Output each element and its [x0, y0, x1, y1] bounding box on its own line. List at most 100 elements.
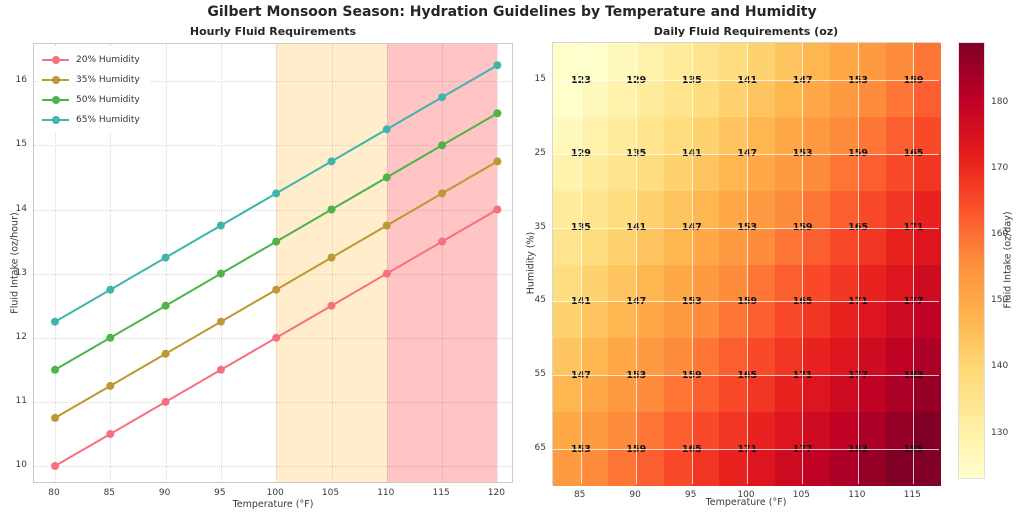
heatmap-subcell	[774, 80, 803, 118]
heatmap-subcell	[608, 449, 637, 487]
heatmap-subcell	[553, 116, 581, 154]
heatmap-cell: 153	[719, 190, 776, 265]
y-tick-label: 55	[534, 369, 546, 380]
gridline	[553, 301, 939, 303]
heatmap-subcell	[553, 301, 581, 339]
gridline	[553, 153, 939, 155]
data-point	[327, 301, 336, 310]
heatmap-subcell	[663, 153, 692, 192]
gridline	[691, 43, 693, 484]
heatmap-subcell	[719, 116, 748, 154]
heatmap-subcell	[774, 264, 803, 302]
heatmap-subcell	[719, 301, 748, 339]
heatmap-subcell	[608, 43, 637, 81]
data-point	[382, 221, 391, 230]
heatmap-subcell	[747, 227, 776, 265]
heatmap-cell: 147	[719, 116, 776, 192]
heatmap-subcell	[774, 375, 803, 413]
heatmap-subcell	[553, 43, 581, 81]
heatmap-subcell	[663, 116, 692, 154]
heatmap-subcell	[885, 190, 914, 228]
heatmap-subcell	[553, 190, 581, 228]
heatmap-subcell	[913, 80, 942, 118]
heatmap-subcell	[691, 43, 720, 81]
heatmap-subcell	[719, 153, 748, 192]
heatmap-subcell	[913, 227, 942, 265]
heatmap-subcell	[830, 375, 859, 413]
heatmap-subcell	[691, 264, 720, 302]
heatmap-ylabel: Humidity (%)	[525, 231, 537, 295]
data-point	[327, 205, 336, 214]
heatmap-subcell	[858, 190, 886, 228]
heatmap-subcell	[691, 116, 720, 154]
heatmap-subcell	[747, 190, 776, 228]
colorbar-label: Fluid Intake (oz/day)	[1002, 211, 1014, 309]
heatmap-subcell	[719, 375, 748, 413]
x-tick-label: 100	[737, 490, 755, 500]
heatmap-subcell	[663, 449, 692, 487]
heatmap-subcell	[913, 449, 942, 487]
data-point	[51, 413, 59, 422]
colorbar-tick-label: 130	[991, 427, 1009, 438]
x-tick-label: 95	[214, 488, 226, 498]
data-point	[493, 157, 502, 166]
heatmap-subcell	[858, 412, 886, 450]
gridline	[34, 145, 512, 147]
heatmap-subcell	[691, 412, 720, 450]
heatmap-cell: 135	[553, 190, 609, 265]
heatmap-subcell	[913, 375, 942, 413]
heatmap-subcell	[858, 80, 886, 118]
heatmap-subcell	[885, 375, 914, 413]
legend-marker-icon	[42, 96, 69, 105]
heatmap-cell: 153	[774, 116, 831, 192]
heatmap-subcell	[858, 116, 886, 154]
heatmap-subcell	[691, 449, 720, 487]
x-tick-label: 90	[158, 488, 171, 498]
heatmap-subcell	[719, 338, 748, 376]
gridline	[110, 44, 112, 482]
heatmap-subcell	[774, 412, 803, 450]
data-point	[51, 462, 59, 470]
heatmap-subcell	[608, 412, 637, 450]
heatmap-axes: 1231291351411471531591291351411471531591…	[552, 42, 942, 487]
heatmap-subcell	[636, 264, 665, 302]
heatmap-subcell	[802, 190, 831, 228]
heatmap-subcell	[747, 412, 776, 450]
legend-label: 35% Humidity	[76, 75, 140, 85]
heatmap-subcell	[608, 375, 637, 413]
heatmap-subcell	[580, 227, 609, 265]
heatmap-subcell	[747, 301, 776, 339]
heatmap-subcell	[774, 43, 803, 81]
caution-zone-band	[276, 44, 387, 482]
gridline	[55, 44, 56, 482]
heatmap-subcell	[830, 449, 859, 487]
heatmap-cell: 171	[830, 264, 886, 339]
y-tick-label: 16	[15, 75, 27, 86]
heatmap-subcell	[858, 43, 886, 81]
gridline	[34, 209, 512, 211]
line-chart-xlabel: Temperature (°F)	[232, 499, 314, 510]
heatmap-subcell	[691, 153, 720, 192]
x-tick-label: 110	[848, 490, 866, 500]
legend-label: 50% Humidity	[76, 95, 140, 105]
heatmap-subcell	[747, 375, 776, 413]
heatmap-subcell	[580, 264, 609, 302]
heatmap-subcell	[663, 412, 692, 450]
gridline	[34, 273, 512, 275]
heatmap-subcell	[636, 80, 665, 118]
heatmap-subcell	[636, 43, 665, 81]
gridline	[553, 79, 939, 81]
legend-dot-swatch	[52, 96, 60, 104]
heatmap-subcell	[858, 449, 886, 487]
x-tick-label: 95	[684, 490, 697, 500]
legend-marker-icon	[42, 76, 69, 85]
heatmap-subcell	[553, 449, 581, 487]
heatmap-subcell	[802, 301, 831, 339]
heatmap-subcell	[858, 338, 886, 376]
heatmap-subcell	[608, 338, 637, 376]
heatmap-xlabel: Temperature (°F)	[705, 497, 787, 508]
data-point	[382, 125, 391, 134]
y-tick-label: 10	[15, 460, 27, 470]
data-point	[106, 381, 115, 390]
gridline	[913, 43, 915, 484]
